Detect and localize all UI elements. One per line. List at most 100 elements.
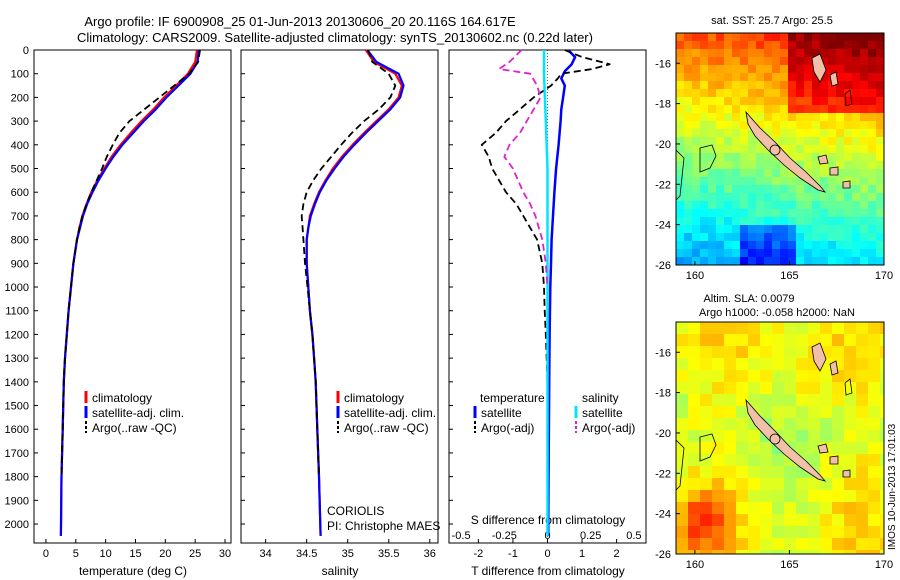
map-cell: [820, 89, 829, 98]
map-cell: [772, 129, 781, 138]
map-cell: [756, 169, 765, 178]
map-cell: [844, 358, 857, 371]
map-cell: [812, 209, 821, 218]
map-cell: [716, 201, 725, 210]
map-cell: [736, 346, 749, 359]
map-cell: [860, 121, 869, 130]
depth-tick-label: 600: [11, 187, 29, 199]
map-cell: [724, 49, 733, 58]
map-cell: [772, 394, 785, 407]
map-cell: [764, 201, 773, 210]
map-y-tick-label: -24: [655, 509, 671, 521]
map-cell: [796, 334, 809, 347]
map-cell: [764, 257, 773, 265]
map-cell: [756, 73, 765, 82]
map-cell: [880, 538, 884, 551]
map-cell: [780, 49, 789, 58]
map-cell: [756, 161, 765, 170]
map-cell: [724, 466, 737, 479]
map-cell: [820, 241, 829, 250]
map-cell: [764, 33, 773, 42]
annotation-pi: PI: Christophe MAES: [327, 519, 440, 533]
map-cell: [852, 177, 861, 186]
map-cell: [684, 89, 693, 98]
map-cell: [852, 33, 861, 42]
map-cell: [868, 49, 877, 58]
map-x-tick-label: 165: [780, 270, 798, 282]
map-cell: [676, 370, 689, 383]
x-tick-label: 34.5: [296, 548, 317, 560]
map-cell: [676, 418, 689, 431]
map-cell: [708, 137, 717, 146]
map-cell: [796, 478, 809, 491]
map-cell: [772, 249, 781, 258]
map-cell: [692, 153, 701, 162]
map-cell: [684, 73, 693, 82]
map-cell: [828, 257, 837, 265]
t-difference-axis-label: T difference from climatology: [471, 564, 625, 578]
map-cell: [692, 217, 701, 226]
map-cell: [756, 153, 765, 162]
map-cell: [796, 526, 809, 539]
map-cell: [748, 241, 757, 250]
depth-tick-label: 1100: [5, 306, 29, 318]
map-cell: [796, 105, 805, 114]
map-cell: [748, 201, 757, 210]
map-cell: [688, 382, 701, 395]
map-cell: [684, 257, 693, 265]
map-cell: [684, 201, 693, 210]
map-cell: [756, 193, 765, 202]
map-cell: [860, 129, 869, 138]
map-cell: [756, 249, 765, 258]
map-cell: [836, 185, 845, 194]
map-cell: [820, 514, 833, 527]
map-cell: [820, 225, 829, 234]
depth-tick-label: 100: [11, 69, 29, 81]
map-cell: [788, 145, 797, 154]
map-cell: [796, 129, 805, 138]
map-cell: [740, 89, 749, 98]
map-cell: [852, 81, 861, 90]
map-cell: [676, 33, 685, 42]
map-cell: [716, 177, 725, 186]
map-cell: [692, 81, 701, 90]
map-cell: [876, 33, 884, 42]
map-cell: [868, 57, 877, 66]
map-cell: [756, 113, 765, 122]
map-cell: [808, 394, 821, 407]
map-cell: [784, 370, 797, 383]
map-cell: [820, 105, 829, 114]
x-tick-label: 35: [342, 548, 354, 560]
map-cell: [844, 193, 853, 202]
map-cell: [832, 514, 845, 527]
map-cell: [844, 454, 857, 467]
map-cell: [724, 502, 737, 515]
map-cell: [804, 137, 813, 146]
map-cell: [740, 233, 749, 242]
sla-map-axes: 160 165 170 -16 -18 -20 -22 -24 -26: [655, 347, 893, 571]
map-cell: [868, 526, 881, 539]
legend-temperature-title: temperature: [480, 391, 545, 405]
map-cell: [748, 41, 757, 50]
map-cell: [676, 97, 685, 106]
map-cell: [716, 121, 725, 130]
map-cell: [868, 430, 881, 443]
map-cell: [860, 89, 869, 98]
legend-satellite-adj: satellite-adj. clim.: [92, 406, 184, 420]
map-cell: [788, 97, 797, 106]
map-cell: [676, 550, 689, 554]
map-cell: [844, 33, 853, 42]
map-cell: [876, 249, 884, 258]
map-cell: [868, 406, 881, 419]
map-cell: [808, 418, 821, 431]
map-cell: [700, 490, 713, 503]
depth-tick-label: 500: [11, 164, 29, 176]
map-cell: [788, 57, 797, 66]
map-cell: [764, 185, 773, 194]
map-cell: [844, 89, 853, 98]
depth-tick-label: 900: [11, 258, 29, 270]
map-cell: [844, 502, 857, 515]
map-cell: [804, 129, 813, 138]
map-cell: [804, 217, 813, 226]
map-cell: [724, 89, 733, 98]
